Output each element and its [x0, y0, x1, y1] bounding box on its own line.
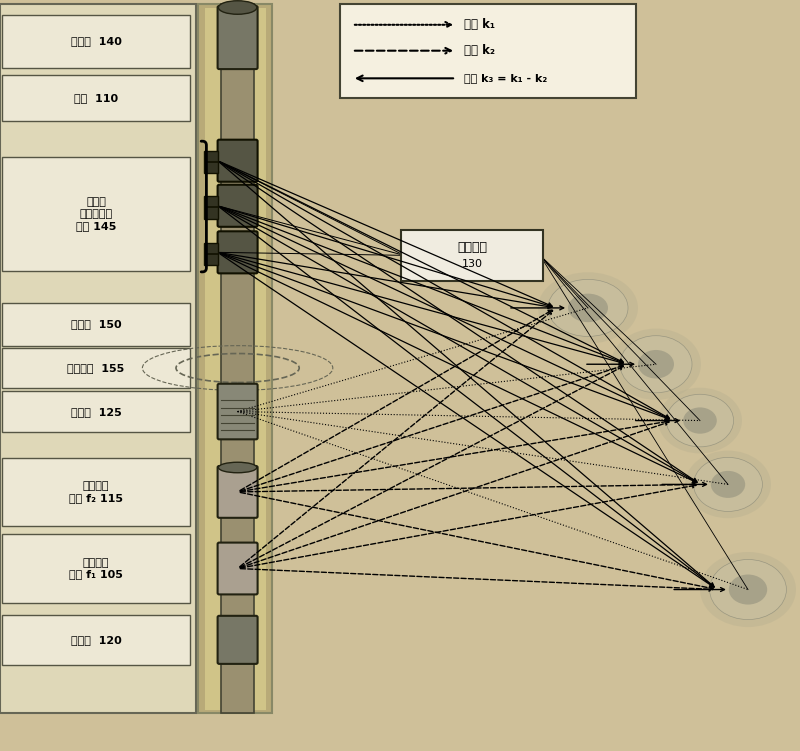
FancyBboxPatch shape: [2, 535, 190, 602]
FancyBboxPatch shape: [2, 15, 190, 68]
Ellipse shape: [710, 471, 746, 498]
FancyBboxPatch shape: [2, 74, 190, 120]
FancyBboxPatch shape: [0, 4, 196, 713]
Ellipse shape: [666, 394, 734, 447]
FancyBboxPatch shape: [204, 196, 218, 219]
Text: 混合区域: 混合区域: [457, 241, 487, 255]
FancyBboxPatch shape: [218, 542, 258, 595]
Ellipse shape: [620, 336, 692, 393]
Ellipse shape: [218, 463, 257, 473]
FancyBboxPatch shape: [401, 230, 543, 281]
FancyBboxPatch shape: [218, 466, 258, 518]
FancyBboxPatch shape: [218, 140, 258, 182]
FancyBboxPatch shape: [218, 616, 258, 664]
FancyBboxPatch shape: [218, 231, 258, 273]
Text: 井眼轴  150: 井眼轴 150: [70, 319, 122, 330]
FancyBboxPatch shape: [2, 303, 190, 346]
Ellipse shape: [538, 272, 638, 344]
FancyBboxPatch shape: [2, 348, 190, 388]
Text: 波来震源
频率 f₁ 105: 波来震源 频率 f₁ 105: [69, 558, 123, 579]
Text: 震源波特  155: 震源波特 155: [67, 363, 125, 373]
Ellipse shape: [685, 451, 771, 518]
Text: 130: 130: [462, 259, 482, 270]
FancyBboxPatch shape: [204, 243, 218, 265]
Ellipse shape: [611, 329, 701, 400]
FancyBboxPatch shape: [221, 4, 254, 713]
FancyBboxPatch shape: [204, 151, 218, 173]
FancyBboxPatch shape: [2, 391, 190, 432]
Text: 波来震源
频率 f₂ 115: 波来震源 频率 f₂ 115: [69, 481, 123, 502]
FancyBboxPatch shape: [218, 384, 258, 439]
FancyBboxPatch shape: [205, 8, 266, 710]
Ellipse shape: [710, 559, 786, 620]
Ellipse shape: [638, 350, 674, 379]
Text: 矢量 k₂: 矢量 k₂: [464, 44, 495, 57]
FancyBboxPatch shape: [340, 4, 636, 98]
Ellipse shape: [729, 575, 767, 605]
Text: 井眼  110: 井眼 110: [74, 92, 118, 103]
Ellipse shape: [700, 552, 796, 627]
FancyBboxPatch shape: [198, 4, 272, 713]
Text: 工具体  140: 工具体 140: [70, 36, 122, 47]
FancyBboxPatch shape: [2, 457, 190, 526]
FancyBboxPatch shape: [2, 158, 190, 271]
Ellipse shape: [548, 279, 628, 336]
FancyBboxPatch shape: [218, 6, 258, 69]
Ellipse shape: [658, 388, 742, 454]
Text: 工具体  125: 工具体 125: [70, 406, 122, 417]
FancyBboxPatch shape: [218, 185, 258, 227]
Ellipse shape: [694, 457, 762, 511]
Text: 工具体  120: 工具体 120: [70, 635, 122, 645]
Text: 矢量 k₁: 矢量 k₁: [464, 18, 495, 32]
Text: 矢量 k₃ = k₁ - k₂: 矢量 k₃ = k₁ - k₂: [464, 74, 547, 83]
Ellipse shape: [568, 294, 608, 322]
Text: 三分量
地音探听器
阵列 145: 三分量 地音探听器 阵列 145: [76, 198, 116, 231]
FancyBboxPatch shape: [2, 615, 190, 665]
Ellipse shape: [683, 407, 717, 433]
Ellipse shape: [218, 1, 257, 14]
